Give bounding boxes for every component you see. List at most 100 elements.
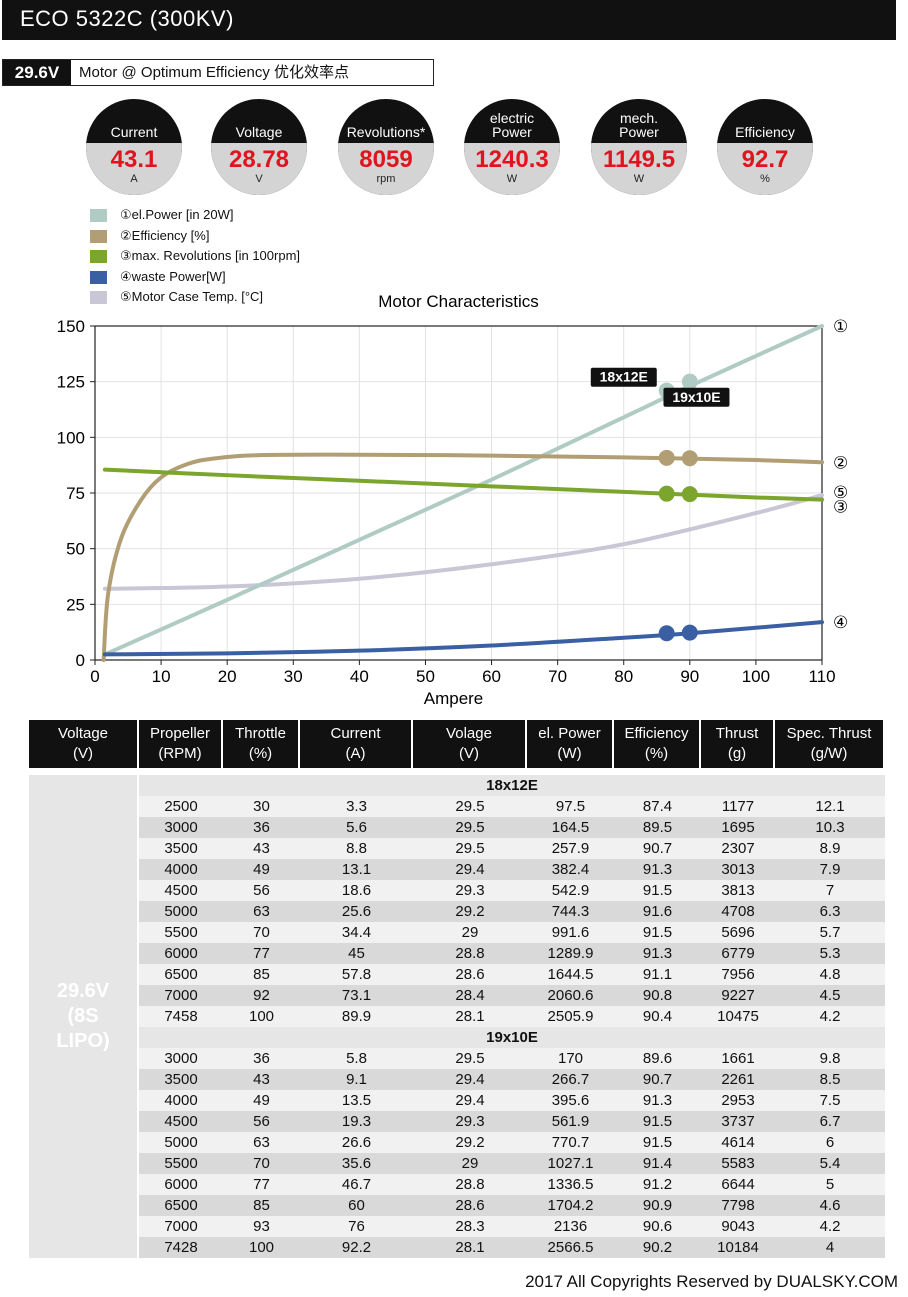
table-row: 6500 85 57.8 28.6 1644.5 91.1 7956 4.8: [29, 964, 885, 985]
table-cell: 9.8: [775, 1048, 885, 1069]
column-header-label: Volage: [446, 725, 492, 742]
table-cell: 43: [223, 838, 300, 859]
gauge-label: Current: [110, 124, 158, 140]
table-cell: 28.8: [413, 943, 527, 964]
table-cell: 6779: [701, 943, 775, 964]
table-cell: 4.8: [775, 964, 885, 985]
table-row: 6500 85 60 28.6 1704.2 90.9 7798 4.6: [29, 1195, 885, 1216]
gauge: Efficiency 92.7%: [717, 99, 813, 195]
table-cell: 26.6: [300, 1132, 413, 1153]
operating-point: [681, 450, 698, 467]
table-row: 6000 77 46.7 28.8 1336.5 91.2 6644 5: [29, 1174, 885, 1195]
legend-swatch: [90, 250, 107, 263]
table-cell: 5.6: [300, 817, 413, 838]
table-cell: 29.5: [413, 838, 527, 859]
gauge-value: 92.7: [741, 146, 789, 173]
table-cell: 8.5: [775, 1069, 885, 1090]
column-header-unit: (W): [557, 745, 582, 762]
table-cell: 91.3: [614, 943, 701, 964]
table-cell: 63: [223, 901, 300, 922]
table-cell: 991.6: [527, 922, 614, 943]
table-cell: 257.9: [527, 838, 614, 859]
table-cell: 7.9: [775, 859, 885, 880]
column-header: Thrust (g): [701, 720, 775, 768]
copyright-footer: 2017 All Copyrights Reserved by DUALSKY.…: [525, 1272, 898, 1291]
legend-label: ⑤Motor Case Temp. [°C]: [120, 289, 264, 304]
table-cell: 56: [223, 1111, 300, 1132]
column-header: Efficiency (%): [614, 720, 701, 768]
table-row: 3500 43 9.1 29.4 266.7 90.7 2261 8.5: [29, 1069, 885, 1090]
table-cell: 92: [223, 985, 300, 1006]
table-spacer: [29, 768, 885, 775]
table-cell: 29.4: [413, 859, 527, 880]
table-cell: 1336.5: [527, 1174, 614, 1195]
column-header: Propeller (RPM): [139, 720, 223, 768]
table-row: 4500 56 18.6 29.3 542.9 91.5 3813 7: [29, 880, 885, 901]
x-tick-label: 10: [152, 667, 171, 686]
table-cell: 7.5: [775, 1090, 885, 1111]
table-cell: 6644: [701, 1174, 775, 1195]
voltage-cell-line: 29.6V: [56, 980, 110, 1002]
table-cell: 63: [223, 1132, 300, 1153]
table-cell: 92.2: [300, 1237, 413, 1258]
table-cell: 85: [223, 1195, 300, 1216]
table-cell: 28.8: [413, 1174, 527, 1195]
gauge-label: electric Power: [489, 110, 535, 140]
gauge: mech. Power 1149.5 W: [591, 99, 687, 195]
table-cell: 5696: [701, 922, 775, 943]
x-tick-label: 90: [680, 667, 699, 686]
table-row: 5000 63 25.6 29.2 744.3 91.6 4708 6.3: [29, 901, 885, 922]
x-tick-label: 60: [482, 667, 501, 686]
series-marker: ②: [833, 453, 848, 473]
table-cell: 13.1: [300, 859, 413, 880]
table-cell: 91.5: [614, 880, 701, 901]
gauge-unit: A: [130, 173, 138, 185]
column-header: Throttle (%): [223, 720, 300, 768]
table-cell: 2500: [139, 796, 223, 817]
table-cell: 542.9: [527, 880, 614, 901]
table-cell: 5.7: [775, 922, 885, 943]
table-cell: 46.7: [300, 1174, 413, 1195]
table-cell: 91.6: [614, 901, 701, 922]
table-cell: 60: [300, 1195, 413, 1216]
legend-swatch: [90, 270, 107, 284]
table-cell: 7000: [139, 985, 223, 1006]
table-cell: 89.9: [300, 1006, 413, 1027]
table-cell: 90.2: [614, 1237, 701, 1258]
table-cell: 5500: [139, 1153, 223, 1174]
gauge: Revolutions* 8059 rpm: [338, 99, 434, 195]
table-cell: 8.9: [775, 838, 885, 859]
x-tick-label: 20: [218, 667, 237, 686]
column-header-unit: (%): [248, 745, 273, 762]
y-tick-label: 150: [57, 317, 85, 336]
sub-header-label: Motor @ Optimum Efficiency 优化效率点: [79, 64, 350, 81]
table-cell: 29.2: [413, 901, 527, 922]
table-cell: 29.4: [413, 1090, 527, 1111]
table-cell: 2505.9: [527, 1006, 614, 1027]
table-cell: 1661: [701, 1048, 775, 1069]
table-cell: 91.5: [614, 922, 701, 943]
column-header-unit: (V): [73, 745, 93, 762]
series-marker: ③: [833, 498, 848, 518]
propeller-tag-label: 18x12E: [600, 369, 648, 385]
table-cell: 90.6: [614, 1216, 701, 1237]
table-cell: 2136: [527, 1216, 614, 1237]
table-cell: 34.4: [300, 922, 413, 943]
series-marker: ⑤: [833, 483, 848, 503]
table-cell: 2261: [701, 1069, 775, 1090]
table-cell: 29.5: [413, 796, 527, 817]
table-row: 2500 30 3.3 29.5 97.5 87.4 1177 12.1: [29, 796, 885, 817]
table-cell: 100: [223, 1006, 300, 1027]
operating-point: [681, 486, 698, 503]
table-cell: 89.6: [614, 1048, 701, 1069]
table-cell: 7: [775, 880, 885, 901]
table-cell: 29.5: [413, 817, 527, 838]
column-header: Current (A): [300, 720, 413, 768]
table-cell: 4: [775, 1237, 885, 1258]
table-cell: 3000: [139, 1048, 223, 1069]
sub-header: 29.6V Motor @ Optimum Efficiency 优化效率点: [2, 59, 434, 86]
table-row: 3000 36 5.6 29.5 164.5 89.5 1695 10.3: [29, 817, 885, 838]
column-header-unit: (RPM): [158, 745, 202, 762]
table-cell: 1704.2: [527, 1195, 614, 1216]
table-cell: 395.6: [527, 1090, 614, 1111]
